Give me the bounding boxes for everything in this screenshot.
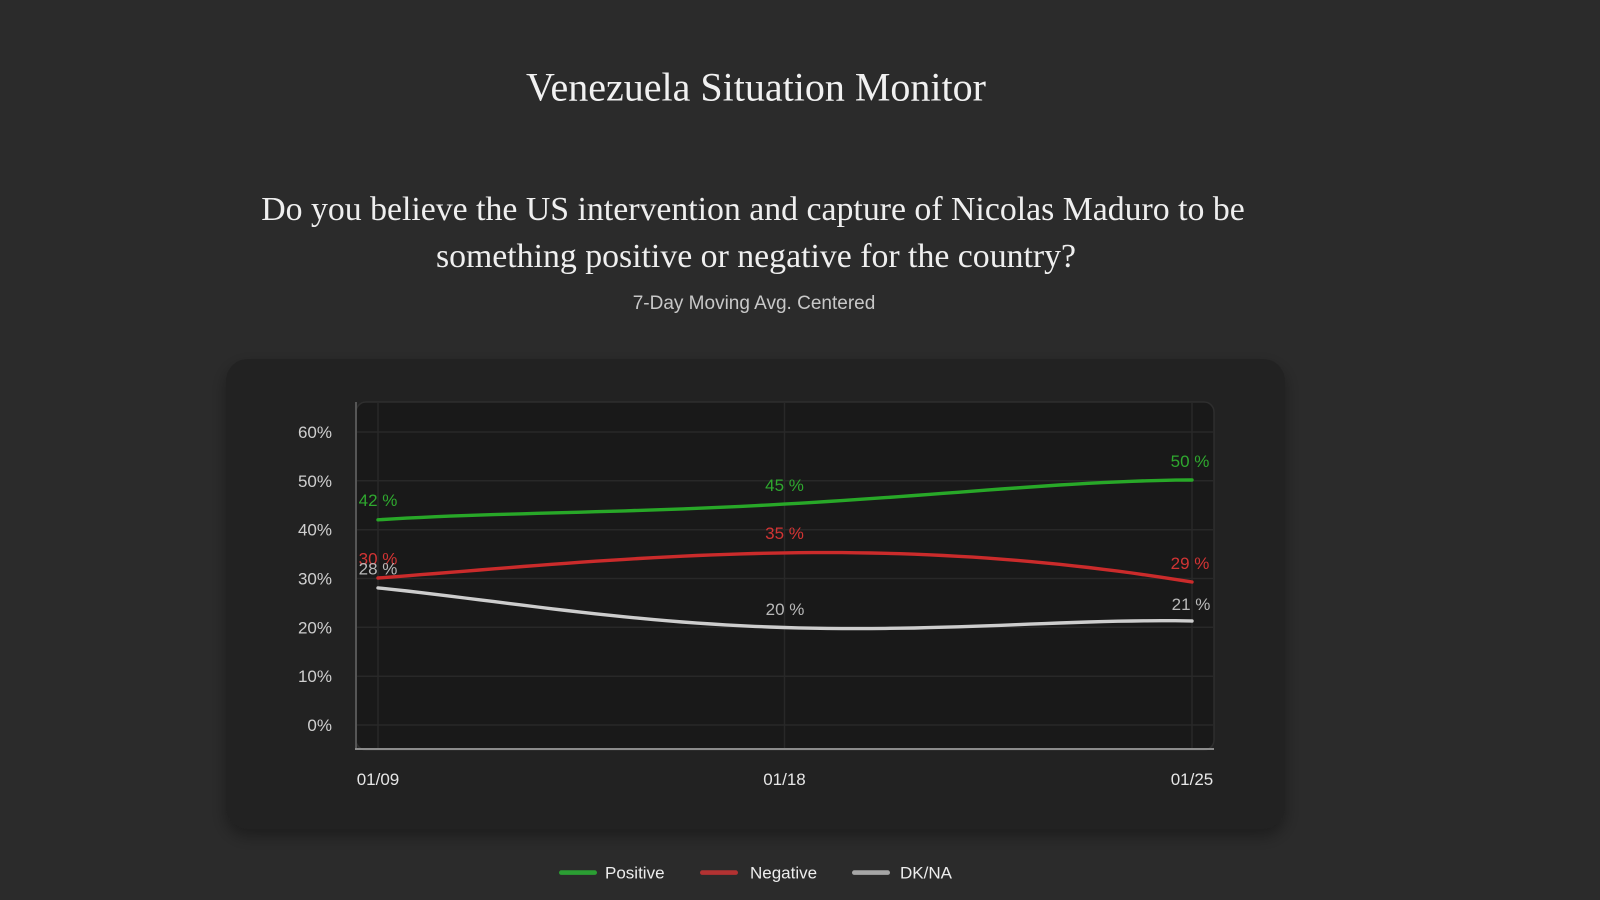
svg-text:01/25: 01/25	[1171, 770, 1214, 789]
svg-text:7-Day Moving Avg. Centered: 7-Day Moving Avg. Centered	[633, 293, 876, 314]
svg-text:50%: 50%	[298, 472, 332, 491]
svg-text:30%: 30%	[298, 570, 332, 589]
svg-text:20%: 20%	[298, 618, 332, 637]
svg-text:45 %: 45 %	[765, 476, 804, 495]
svg-text:28 %: 28 %	[359, 560, 398, 579]
svg-text:0%: 0%	[307, 716, 332, 735]
svg-text:50 %: 50 %	[1171, 452, 1210, 471]
svg-text:42 %: 42 %	[359, 491, 398, 510]
svg-text:30 %: 30 %	[359, 550, 398, 569]
svg-text:10%: 10%	[298, 667, 332, 686]
svg-text:DK/NA: DK/NA	[900, 863, 953, 882]
svg-text:Venezuela Situation Monitor: Venezuela Situation Monitor	[526, 65, 986, 110]
svg-text:Do you believe the US interven: Do you believe the US intervention and c…	[261, 191, 1245, 228]
svg-text:29 %: 29 %	[1171, 554, 1210, 573]
svg-text:Negative: Negative	[750, 863, 817, 882]
svg-text:40%: 40%	[298, 521, 332, 540]
svg-text:60%: 60%	[298, 423, 332, 442]
svg-text:something positive or negative: something positive or negative for the c…	[436, 238, 1076, 275]
svg-text:20 %: 20 %	[766, 600, 805, 619]
svg-text:01/09: 01/09	[357, 770, 400, 789]
svg-text:Positive: Positive	[605, 863, 665, 882]
svg-text:35 %: 35 %	[765, 524, 804, 543]
svg-text:21 %: 21 %	[1172, 595, 1211, 614]
svg-text:01/18: 01/18	[763, 770, 806, 789]
